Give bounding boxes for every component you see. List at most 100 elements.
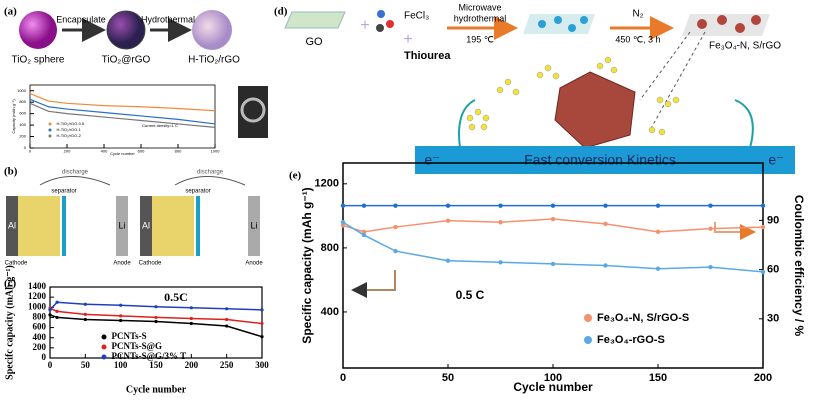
legend-label: PCNTs-S: [112, 331, 147, 341]
series-line: [342, 221, 764, 273]
data-point: [48, 313, 52, 317]
data-point: [55, 315, 59, 320]
data-point: [760, 224, 766, 230]
data-point: [154, 305, 158, 309]
annotation: Al: [8, 220, 16, 230]
y-tick-label: 1200: [28, 291, 47, 301]
y2-tick-label: 90: [767, 214, 779, 226]
x-tick-label: 1000: [211, 149, 221, 154]
product-label: Fe₃O₄-N, S/rGO: [709, 41, 781, 52]
y-tick-label: 800: [321, 242, 339, 254]
data-point: [361, 203, 367, 208]
data-point: [550, 261, 556, 267]
data-point: [340, 203, 346, 208]
y2-tick-label: 60: [767, 264, 779, 276]
data-point: [445, 258, 451, 263]
electron: e⁻: [424, 152, 439, 168]
electrode: [248, 196, 260, 256]
arrow-label: Hydrothermal: [141, 14, 195, 24]
annotation: Cathode: [5, 261, 28, 267]
step-label: H-TiO₂/rGO: [188, 55, 240, 66]
legend-label: Fe₃O₄-N, S/rGO-S: [597, 312, 689, 324]
data-point: [393, 224, 398, 230]
series-line: [49, 301, 263, 311]
legend-marker: [101, 354, 107, 360]
legend-marker: [584, 314, 592, 322]
legend-label: PCNTs-S@G/3% T: [112, 351, 187, 361]
particle: [717, 15, 727, 25]
y-tick-label: 400: [19, 122, 26, 127]
banner-text: Fast conversion Kinetics: [524, 152, 676, 168]
data-point: [655, 203, 661, 208]
panel-b: (b) discharge discharge Al Li Al Li Cath…: [4, 166, 263, 267]
data-point: [55, 309, 59, 313]
x-tick-label: 150: [149, 360, 163, 370]
x-tick-label: 0: [48, 360, 53, 370]
data-point: [760, 269, 766, 275]
data-point: [655, 266, 661, 271]
data-point: [260, 308, 264, 312]
x-tick-label: 0: [340, 372, 346, 384]
legend-marker: [584, 336, 592, 344]
x-tick-label: 50: [81, 360, 91, 370]
data-point: [154, 315, 158, 320]
molecule: [377, 10, 385, 18]
data-point: [603, 221, 608, 227]
annotation: Anode: [245, 261, 263, 267]
y-axis-label: Specifc capacity (mAh g⁻¹): [4, 265, 15, 380]
series-line: [29, 98, 216, 125]
data-point: [708, 226, 713, 231]
chart: 0 50 100 150 200 250 3000200400600800100012001…: [4, 265, 269, 395]
data-point: [393, 203, 398, 208]
step-label: 450 ℃, 3 h: [615, 34, 660, 44]
panel-label: (e): [289, 170, 302, 182]
annotation: Al: [142, 220, 150, 230]
y-tick-label: 0: [24, 145, 27, 150]
panel-label: (a): [4, 6, 17, 18]
particle: [538, 20, 546, 28]
data-point: [708, 264, 713, 270]
data-point: [361, 229, 367, 235]
step-label: TiO₂@rGO: [102, 55, 151, 66]
annotation: Current density=1 C: [142, 123, 178, 128]
electron: e⁻: [768, 152, 783, 168]
arrow: [734, 99, 754, 149]
panel-label: (b): [4, 166, 18, 178]
y-tick-label: 1000: [17, 88, 27, 93]
electrode: [6, 196, 18, 256]
legend-marker: [48, 122, 52, 126]
data-point: [498, 260, 503, 265]
step-label: 195 ℃: [466, 34, 494, 44]
x-axis-label: Cycle number: [126, 384, 187, 395]
x-tick-label: 100: [544, 372, 562, 384]
y-axis-label: Capacity (mAh g⁻¹): [11, 99, 16, 134]
data-point: [603, 263, 608, 268]
legend-label: PCNTs-S@G: [112, 341, 163, 351]
cathode-layer: [18, 196, 60, 256]
x-tick-label: 100: [114, 360, 128, 370]
series-line: [49, 314, 263, 338]
chart: 0 200 400 600 800 1000 0 200 400 600 800 1000 Cycle …: [11, 84, 221, 156]
data-point: [83, 302, 87, 306]
y-axis-label: Specific capacity (mAh g⁻¹): [300, 187, 314, 343]
series-line: [342, 218, 764, 233]
y-tick-label: 1200: [315, 178, 339, 190]
data-point: [760, 203, 766, 208]
legend-marker: [48, 134, 52, 138]
arrow: [174, 176, 246, 186]
sphere: [192, 10, 232, 50]
data-point: [225, 307, 229, 311]
y-tick-label: 1000: [28, 301, 47, 311]
particle: [697, 19, 707, 29]
particle: [751, 15, 761, 25]
data-point: [260, 321, 264, 326]
x-tick-label: 400: [101, 149, 108, 154]
data-point: [550, 203, 556, 208]
data-point: [119, 314, 123, 318]
data-point: [340, 223, 346, 228]
x-tick-label: 200: [185, 360, 199, 370]
data-point: [445, 218, 451, 223]
step-label: hydrothermal: [454, 13, 507, 23]
annotation: Cathode: [139, 261, 162, 267]
x-axis-label: Cycle number: [110, 151, 135, 156]
